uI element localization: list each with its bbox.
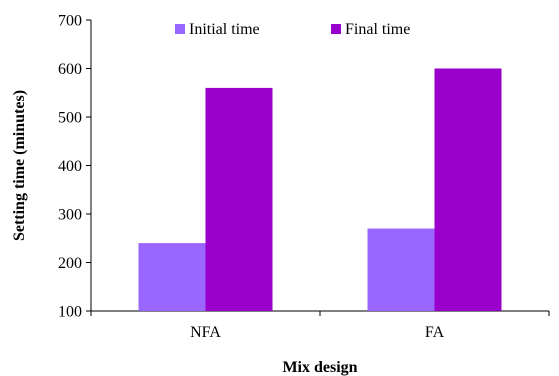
x-axis-title: Mix design xyxy=(282,359,357,376)
bar-fa-final-time xyxy=(434,68,502,311)
legend-swatch xyxy=(331,24,341,34)
y-axis-title: Setting time (minutes) xyxy=(11,90,28,241)
legend-swatch xyxy=(175,24,185,34)
x-axis-ticks: NFA FA xyxy=(90,311,550,341)
legend: Initial time Final time xyxy=(175,21,410,38)
bar-nfa-final-time xyxy=(205,87,273,312)
bar-series-group xyxy=(138,68,502,312)
y-tick-label: 700 xyxy=(58,13,82,30)
y-tick-label: 500 xyxy=(58,110,82,127)
y-tick-label: 600 xyxy=(58,61,82,78)
x-tick-label: NFA xyxy=(190,324,221,341)
x-tick-label: FA xyxy=(425,324,445,341)
bar-nfa-initial-time xyxy=(138,243,206,311)
y-tick-label: 200 xyxy=(58,255,82,272)
y-tick-label: 300 xyxy=(58,207,82,224)
bar-fa-initial-time xyxy=(367,228,435,311)
legend-label: Initial time xyxy=(189,21,260,38)
legend-label: Final time xyxy=(345,21,410,38)
y-tick-label: 400 xyxy=(58,158,82,175)
chart-axes: 100 200 300 400 500 600 700 NFA FA xyxy=(58,13,550,341)
y-tick-label: 100 xyxy=(58,304,82,321)
y-axis-ticks: 100 200 300 400 500 600 700 xyxy=(58,13,91,321)
